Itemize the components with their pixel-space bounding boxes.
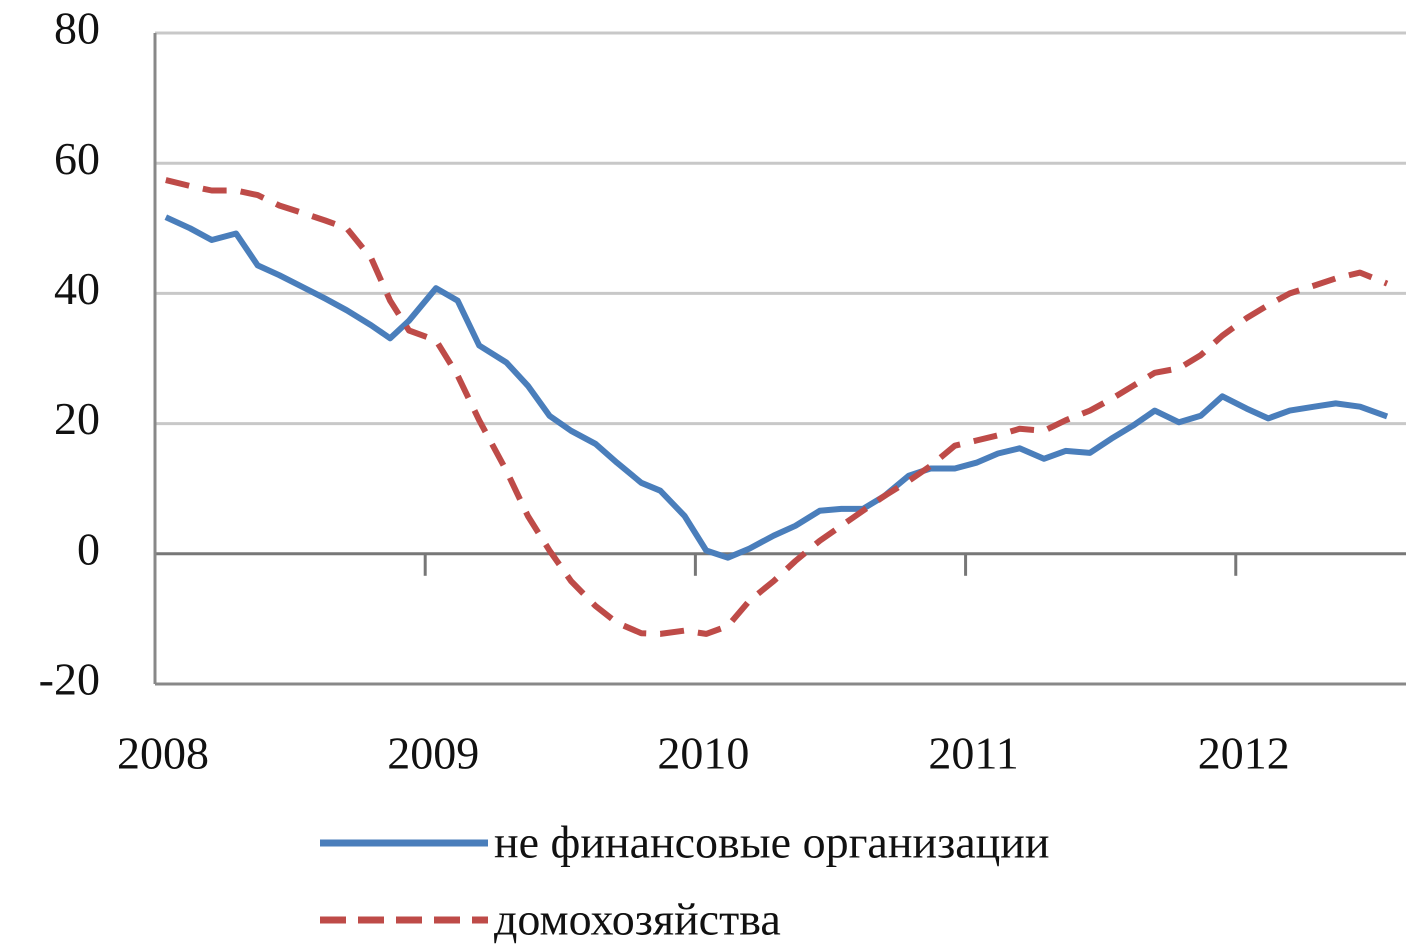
y-tick-label: 60 [54,133,100,184]
y-tick-label: 80 [54,3,100,54]
x-tick-label: 2009 [387,728,479,779]
x-tick-label: 2010 [657,728,749,779]
legend-label: не финансовые организации [494,817,1050,868]
x-tick-label: 2008 [117,728,209,779]
y-tick-label: 20 [54,393,100,444]
y-tick-label: 40 [54,263,100,314]
legend-label: домохозяйства [494,894,781,945]
x-tick-label: 2011 [928,728,1018,779]
series-line [164,214,1389,561]
x-tick-label: 2012 [1198,728,1290,779]
y-tick-label: 0 [77,523,100,574]
y-tick-label: -20 [39,654,100,705]
series-line [165,177,1389,637]
